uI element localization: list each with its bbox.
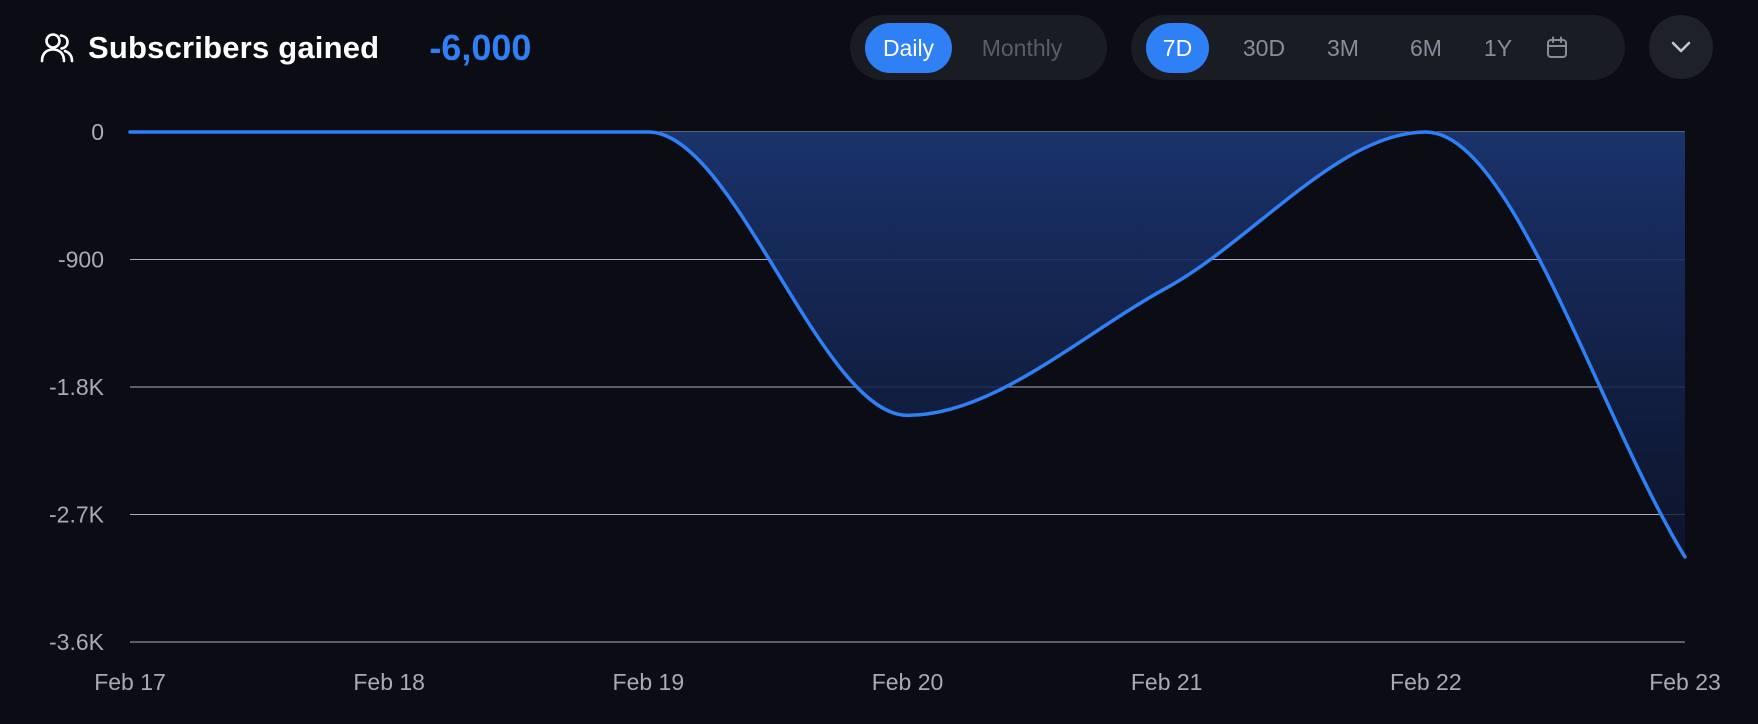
chevron-down-icon xyxy=(1670,40,1692,54)
x-tick-label: Feb 18 xyxy=(353,669,425,695)
series-area xyxy=(130,132,1685,557)
y-tick-label: -900 xyxy=(58,247,104,273)
y-tick-label: 0 xyxy=(91,119,104,145)
range-30d-button[interactable]: 30D xyxy=(1242,34,1286,61)
total-value: -6,000 xyxy=(429,27,532,68)
calendar-icon xyxy=(1546,36,1568,60)
y-tick-label: -3.6K xyxy=(49,629,105,655)
x-tick-label: Feb 20 xyxy=(872,669,944,695)
view-toggle: Daily Monthly xyxy=(850,15,1107,80)
users-icon xyxy=(40,31,74,65)
series-line xyxy=(128,130,1687,559)
range-6m-button[interactable]: 6M xyxy=(1410,34,1442,61)
y-tick-label: -1.8K xyxy=(49,374,105,400)
daily-toggle[interactable]: Daily xyxy=(865,22,952,73)
chart-header: Subscribers gained -6,000 xyxy=(40,22,531,74)
x-tick-label: Feb 23 xyxy=(1649,669,1721,695)
calendar-button[interactable] xyxy=(1537,23,1577,73)
x-tick-label: Feb 17 xyxy=(94,669,166,695)
menu-button[interactable] xyxy=(1649,15,1713,79)
monthly-toggle[interactable]: Monthly xyxy=(981,34,1063,61)
x-tick-label: Feb 22 xyxy=(1390,669,1462,695)
range-3m-button[interactable]: 3M xyxy=(1327,34,1359,61)
range-7d-button[interactable]: 7D xyxy=(1146,22,1209,73)
x-tick-label: Feb 19 xyxy=(613,669,685,695)
range-1y-button[interactable]: 1Y xyxy=(1483,34,1513,61)
y-tick-label: -2.7K xyxy=(49,502,105,528)
chart-title: Subscribers gained xyxy=(88,30,380,65)
x-tick-label: Feb 21 xyxy=(1131,669,1203,695)
range-selector: 7D 30D 3M 6M 1Y xyxy=(1131,15,1625,80)
